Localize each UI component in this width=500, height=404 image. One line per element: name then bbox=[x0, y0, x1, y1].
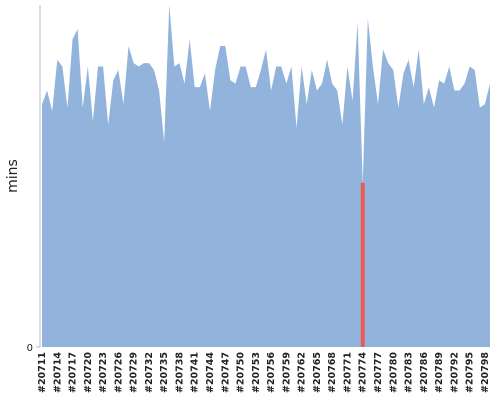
x-tick-label: #20777 bbox=[373, 352, 384, 393]
highlight-bar bbox=[360, 182, 365, 347]
x-tick-label: #20711 bbox=[37, 352, 48, 393]
x-tick-label: #20798 bbox=[480, 352, 491, 393]
x-tick-label: #20729 bbox=[129, 352, 140, 393]
x-tick-label: #20744 bbox=[205, 352, 216, 393]
x-tick-label: #20720 bbox=[83, 352, 94, 393]
x-tick-label: #20753 bbox=[251, 352, 262, 393]
area bbox=[42, 5, 490, 347]
x-tick-label: #20732 bbox=[144, 352, 155, 393]
x-tick-label: #20774 bbox=[358, 352, 369, 393]
x-tick-label: #20783 bbox=[404, 352, 415, 393]
y-axis-label: mins bbox=[5, 159, 21, 193]
x-tick-label: #20735 bbox=[159, 352, 170, 393]
x-tick-label: #20717 bbox=[68, 352, 79, 393]
x-tick-label: #20792 bbox=[449, 352, 460, 393]
x-tick-label: #20768 bbox=[327, 352, 338, 393]
x-tick-label: #20723 bbox=[98, 352, 109, 393]
x-tick-label: #20786 bbox=[419, 352, 430, 393]
y-tick-label: 0 bbox=[27, 343, 33, 354]
x-tick-label: #20714 bbox=[52, 352, 63, 393]
x-tick-label: #20750 bbox=[236, 352, 247, 393]
x-tick-label: #20738 bbox=[174, 352, 185, 393]
x-tick-label: #20780 bbox=[388, 352, 399, 393]
x-tick-label: #20762 bbox=[297, 352, 308, 393]
x-tick-label: #20795 bbox=[465, 352, 476, 393]
x-tick-label: #20726 bbox=[113, 352, 124, 393]
x-tick-label: #20756 bbox=[266, 352, 277, 393]
x-tick-label: #20747 bbox=[220, 352, 231, 393]
x-tick-label: #20771 bbox=[342, 352, 353, 393]
x-tick-label: #20789 bbox=[434, 352, 445, 393]
x-tick-label: #20741 bbox=[190, 352, 201, 393]
x-tick-label: #20765 bbox=[312, 352, 323, 393]
x-tick-label: #20759 bbox=[281, 352, 292, 393]
